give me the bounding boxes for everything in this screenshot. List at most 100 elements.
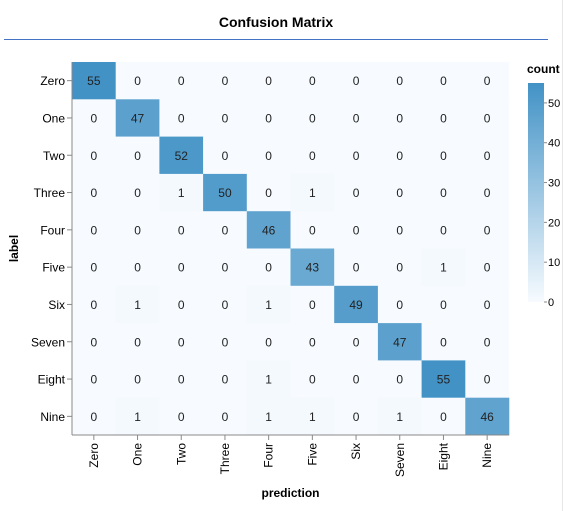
y-tick-label-seven: Seven <box>31 335 65 349</box>
cell-value-label: 0 <box>309 335 316 349</box>
cell-value-label: 0 <box>309 111 316 125</box>
heatmap-cell-zero-two <box>159 62 204 100</box>
cell-value-label: 0 <box>178 223 185 237</box>
cell-value-label: 0 <box>440 111 447 125</box>
x-tick-label-nine: Nine <box>480 443 494 468</box>
cell-value-label: 1 <box>134 298 141 312</box>
cell-value-label: 0 <box>484 223 491 237</box>
x-tick-label-seven: Seven <box>393 443 407 477</box>
cell-value-label: 0 <box>353 74 360 88</box>
cell-value-label: 0 <box>134 335 141 349</box>
cell-value-label: 0 <box>222 111 229 125</box>
cell-value-label: 1 <box>396 410 403 424</box>
cell-value-label: 0 <box>265 111 272 125</box>
cell-value-label: 0 <box>91 149 98 163</box>
cell-value-label: 0 <box>134 261 141 275</box>
heatmap-cell-six-five <box>290 285 335 324</box>
heatmap-cell-one-four <box>246 99 291 137</box>
y-axis: Zero One Two Three Four Five Six Seven Eight Nine… <box>7 74 72 424</box>
cell-value-label: 0 <box>222 223 229 237</box>
heatmap-cell-two-seven <box>377 136 422 175</box>
cell-value-label: 0 <box>178 74 185 88</box>
cell-value-label: 0 <box>484 149 491 163</box>
heatmap-cell-zero-six <box>334 62 379 100</box>
heatmap-cell-seven-six <box>334 323 379 361</box>
cell-value-label: 0 <box>353 111 360 125</box>
cell-value-label: 0 <box>396 111 403 125</box>
cell-value-label: 0 <box>353 373 360 387</box>
heatmap-cell-six-seven <box>377 285 422 324</box>
x-tick-label-eight: Eight <box>436 442 450 470</box>
heatmap-cell-nine-six <box>334 397 379 436</box>
heatmap-cell-eight-six <box>334 360 379 398</box>
heatmap-cell-five-two <box>159 248 204 287</box>
heatmap-cell-one-two <box>159 99 204 137</box>
cell-value-label: 0 <box>309 149 316 163</box>
y-tick-label-two: Two <box>43 149 65 163</box>
cell-value-label: 0 <box>91 373 98 387</box>
cell-value-label: 0 <box>91 410 98 424</box>
cell-value-label: 0 <box>396 186 403 200</box>
heatmap-cell-seven-two <box>159 323 204 361</box>
legend-tick-label: 30 <box>548 178 560 190</box>
heatmap-cell-one-zero <box>72 99 116 137</box>
heatmap-cell-eight-two <box>159 360 204 398</box>
cell-value-label: 46 <box>262 223 276 237</box>
heatmap-cell-eight-five <box>290 360 335 398</box>
cell-value-label: 49 <box>349 298 363 312</box>
heatmap-cell-two-four <box>246 136 291 175</box>
heatmap-cells <box>72 62 510 436</box>
heatmap-cell-three-one <box>115 173 160 212</box>
heatmap-cell-eight-one <box>115 360 160 398</box>
heatmap-cell-seven-nine <box>465 323 510 361</box>
color-legend: count 0 10 20 30 40 50 <box>527 62 560 309</box>
heatmap-cell-five-zero <box>72 248 116 287</box>
cell-value-label: 1 <box>265 410 272 424</box>
cell-value-labels: 55 0 0 0 0 0 0 0 0 0 0 47 0 0 0 0 0 0 0 0 0 0 52 0 0 0 0 0 0 0 0 0 1 50 0 1… <box>87 74 494 424</box>
heatmap-cell-six-zero <box>72 285 116 324</box>
heatmap-cell-one-five <box>290 99 335 137</box>
cell-value-label: 0 <box>222 261 229 275</box>
cell-value-label: 0 <box>440 335 447 349</box>
panel-edge <box>562 0 563 511</box>
y-tick-label-four: Four <box>40 223 65 237</box>
cell-value-label: 46 <box>480 410 494 424</box>
y-axis-title: label <box>7 235 21 262</box>
cell-value-label: 0 <box>309 298 316 312</box>
x-tick-label-zero: Zero <box>87 443 101 468</box>
heatmap-cell-zero-five <box>290 62 335 100</box>
cell-value-label: 1 <box>178 186 185 200</box>
cell-value-label: 55 <box>87 74 101 88</box>
heatmap-cell-one-seven <box>377 99 422 137</box>
heatmap-cell-nine-one <box>115 397 160 436</box>
cell-value-label: 0 <box>91 223 98 237</box>
plot-frame <box>71 62 509 436</box>
heatmap-cell-eight-nine <box>465 360 510 398</box>
cell-value-label: 0 <box>265 186 272 200</box>
cell-value-label: 0 <box>222 410 229 424</box>
cell-value-label: 0 <box>178 410 185 424</box>
x-axis-title: prediction <box>261 486 319 500</box>
cell-value-label: 1 <box>265 373 272 387</box>
cell-value-label: 0 <box>222 335 229 349</box>
heatmap-cell-one-three <box>203 99 248 137</box>
heatmap-cell-seven-one <box>115 323 160 361</box>
heatmap-cell-nine-nine <box>465 397 510 436</box>
x-tick-label-four: Four <box>262 443 276 468</box>
cell-value-label: 0 <box>396 261 403 275</box>
cell-value-label: 0 <box>484 335 491 349</box>
heatmap-cell-two-six <box>334 136 379 175</box>
cell-value-label: 0 <box>353 223 360 237</box>
cell-value-label: 0 <box>309 223 316 237</box>
cell-value-label: 0 <box>396 298 403 312</box>
heatmap-cell-two-five <box>290 136 335 175</box>
heatmap-cell-zero-nine <box>465 62 510 100</box>
heatmap-cell-nine-seven <box>377 397 422 436</box>
legend-title: count <box>527 62 560 76</box>
heatmap-cell-five-one <box>115 248 160 287</box>
heatmap-cell-one-six <box>334 99 379 137</box>
legend-tick-label: 20 <box>548 217 560 229</box>
cell-value-label: 1 <box>134 410 141 424</box>
cell-value-label: 0 <box>484 111 491 125</box>
